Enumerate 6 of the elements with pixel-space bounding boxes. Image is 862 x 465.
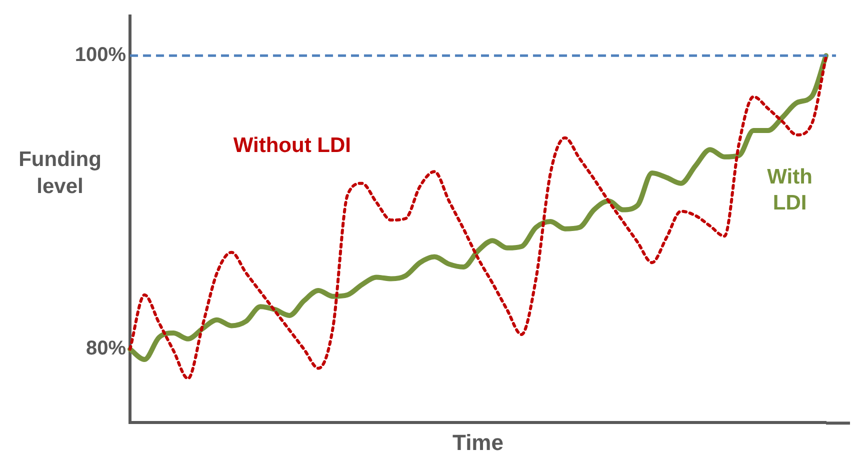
y-tick-label: 80% xyxy=(86,338,126,360)
y-tick-label: 100% xyxy=(74,44,126,66)
y-axis-title: Funding level xyxy=(18,147,102,200)
x-axis-title: Time xyxy=(452,430,504,455)
series-label: With LDI xyxy=(767,166,812,215)
series-label: Without LDI xyxy=(233,134,351,157)
